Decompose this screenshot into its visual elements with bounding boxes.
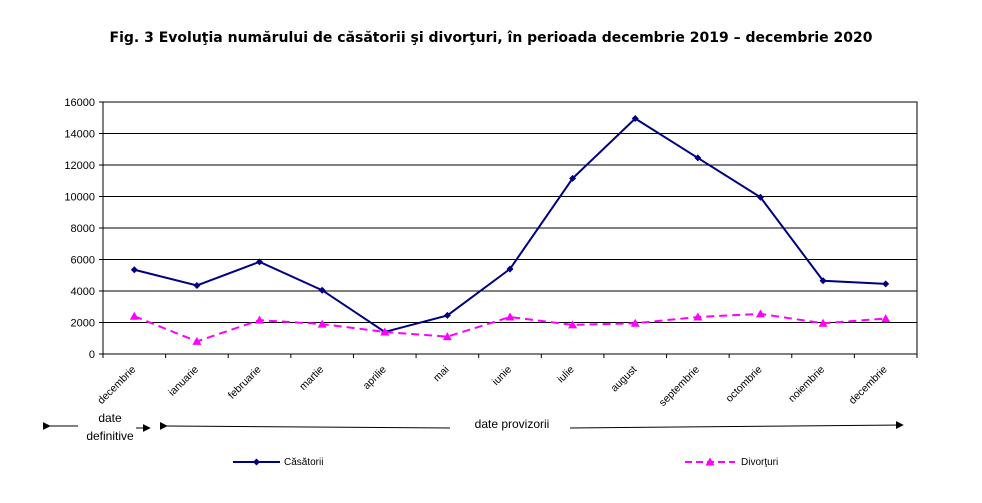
x-tick-label: februarie [226,364,264,402]
provisional-arrow-left [159,421,451,430]
provisional-label: date provizorii [475,417,550,431]
legend-label-casatorii: Căsătorii [284,457,323,468]
y-tick-label: 6000 [71,255,95,267]
data-point [129,311,139,320]
x-tick-label: august [609,364,640,395]
provisional-arrow-right [569,421,904,430]
x-tick-label: mai [431,364,451,384]
data-point [882,280,890,288]
series-line-0 [134,117,886,334]
x-tick-label: decembrie [95,364,138,407]
data-point [568,320,578,329]
data-point [881,314,891,323]
data-point [443,311,451,319]
data-point [819,277,827,285]
definitive-label-line2: definitive [86,429,134,443]
x-tick-label: ianuarie [166,364,201,399]
y-tick-label: 4000 [71,286,95,298]
y-tick-label: 2000 [71,318,95,330]
x-tick-label: iulie [555,364,577,386]
data-point [193,281,201,289]
data-point [256,258,264,266]
y-tick-label: 12000 [64,160,95,172]
data-point [317,319,327,328]
data-point [693,312,703,321]
series-lines [129,115,891,345]
data-point [631,115,639,123]
data-point [192,336,202,345]
data-point [506,265,514,273]
y-tick-label: 8000 [71,223,95,235]
y-axis-ticks: 0 2000 4000 6000 8000 10000 12000 14000 16000 [64,97,103,361]
data-point [755,309,765,318]
legend-marker-divorturi [705,457,715,466]
data-point [130,266,138,274]
data-point [756,193,764,201]
y-tick-label: 10000 [64,192,95,204]
definitive-label-line1: date [98,411,122,425]
x-tick-label: iunie [490,364,514,388]
x-tick-label: aprilie [361,364,389,392]
legend-marker-casatorii [253,458,260,466]
data-point [694,154,702,162]
data-point [380,327,390,336]
data-point [255,315,265,324]
data-point [318,286,326,294]
data-point [569,174,577,182]
data-point [505,312,515,321]
x-tick-label: decembrie [847,364,890,407]
data-point [630,318,640,327]
legend: Căsătorii Divorţuri [233,457,778,468]
x-axis-ticks: decembrie ianuarie februarie martie aprilie m… [95,354,918,409]
x-tick-label: octombrie [723,364,764,405]
x-tick-label: noiembrie [786,364,827,405]
legend-label-divorturi: Divorţuri [741,457,778,468]
y-tick-label: 16000 [64,97,95,109]
data-point [818,318,828,327]
data-point [442,332,452,341]
x-tick-label: septembrie [657,364,702,409]
chart-title: Fig. 3 Evoluţia numărului de căsătorii ş… [109,30,873,46]
x-tick-label: martie [297,364,326,393]
y-tick-label: 14000 [64,129,95,141]
y-tick-label: 0 [89,349,95,361]
